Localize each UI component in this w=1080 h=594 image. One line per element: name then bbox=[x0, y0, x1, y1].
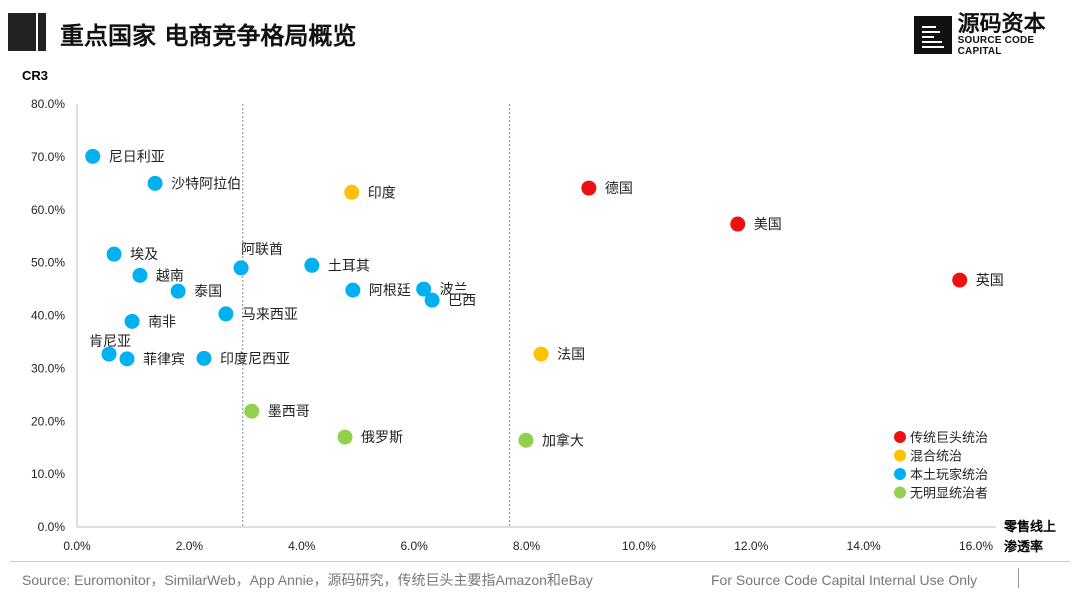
data-point bbox=[132, 267, 148, 283]
data-point bbox=[344, 184, 360, 200]
data-label: 波兰 bbox=[440, 282, 468, 298]
data-point bbox=[345, 282, 361, 298]
logo-cn: 源码资本 bbox=[957, 11, 1046, 37]
internal-use-note: For Source Code Capital Internal Use Onl… bbox=[711, 572, 978, 588]
data-label: 阿联酋 bbox=[241, 241, 283, 258]
data-label: 埃及 bbox=[130, 247, 158, 263]
logo: 源码资本 SOURCE CODE CAPITAL bbox=[914, 13, 1080, 57]
logo-icon bbox=[914, 16, 952, 54]
y-tick-label: 40.0% bbox=[31, 309, 65, 323]
data-label: 越南 bbox=[156, 268, 184, 284]
data-point bbox=[952, 272, 968, 288]
data-label: 巴西 bbox=[448, 293, 476, 309]
data-point bbox=[196, 350, 212, 366]
data-label: 菲律宾 bbox=[143, 352, 185, 368]
data-point bbox=[85, 148, 101, 164]
data-label: 美国 bbox=[754, 217, 782, 233]
x-tick-label: 6.0% bbox=[400, 539, 428, 553]
y-tick-label: 80.0% bbox=[31, 97, 65, 111]
data-point bbox=[124, 313, 140, 329]
legend-label: 无明显统治者 bbox=[910, 487, 988, 502]
data-point bbox=[106, 246, 122, 262]
data-point bbox=[533, 346, 549, 362]
data-point bbox=[101, 346, 117, 362]
x-tick-label: 10.0% bbox=[622, 539, 656, 553]
data-point bbox=[424, 292, 440, 308]
legend-marker bbox=[894, 431, 906, 443]
header-accent-bar bbox=[38, 13, 46, 51]
data-label: 阿根廷 bbox=[369, 283, 411, 299]
y-tick-label: 60.0% bbox=[31, 203, 65, 217]
data-point bbox=[416, 281, 432, 297]
x-tick-label: 8.0% bbox=[513, 539, 541, 553]
legend-label: 传统巨头统治 bbox=[910, 431, 988, 446]
data-point bbox=[518, 432, 534, 448]
y-tick-label: 20.0% bbox=[31, 414, 65, 428]
data-point bbox=[581, 180, 597, 196]
data-point bbox=[170, 283, 186, 299]
x-tick-label: 16.0% bbox=[959, 539, 993, 553]
logo-en: SOURCE CODE CAPITAL bbox=[957, 35, 1035, 57]
data-label: 英国 bbox=[976, 272, 1004, 289]
data-point bbox=[730, 216, 746, 232]
x-tick-label: 14.0% bbox=[847, 539, 881, 553]
data-point bbox=[147, 175, 163, 191]
data-label: 尼日利亚 bbox=[109, 149, 165, 165]
data-point bbox=[244, 403, 260, 419]
y-tick-label: 0.0% bbox=[38, 520, 66, 534]
data-label: 马来西亚 bbox=[242, 307, 298, 323]
y-tick-label: 70.0% bbox=[31, 150, 65, 164]
data-label: 泰国 bbox=[194, 284, 222, 300]
x-tick-label: 0.0% bbox=[63, 539, 91, 553]
data-label: 俄罗斯 bbox=[361, 430, 403, 446]
data-label: 肯尼亚 bbox=[89, 334, 131, 350]
data-point bbox=[337, 429, 353, 445]
x-tick-label: 4.0% bbox=[288, 539, 316, 553]
legend-label: 本土玩家统治 bbox=[910, 467, 988, 483]
data-label: 土耳其 bbox=[328, 258, 370, 274]
y-tick-label: 10.0% bbox=[31, 467, 65, 481]
footer-separator bbox=[1018, 568, 1019, 588]
x-axis-label: 零售线上 渗透率 bbox=[1004, 520, 1057, 555]
data-label: 法国 bbox=[557, 347, 585, 363]
data-label: 沙特阿拉伯 bbox=[171, 176, 241, 192]
data-label: 南非 bbox=[148, 314, 176, 330]
data-label: 加拿大 bbox=[542, 432, 584, 449]
data-point bbox=[233, 260, 249, 276]
data-point bbox=[119, 351, 135, 367]
data-label: 印度 bbox=[368, 185, 396, 201]
data-point bbox=[304, 257, 320, 273]
source-note: Source: Euromonitor，SimilarWeb，App Annie… bbox=[22, 572, 593, 588]
x-tick-label: 12.0% bbox=[734, 539, 768, 553]
legend-marker bbox=[894, 449, 906, 462]
y-axis-label: CR3 bbox=[22, 68, 49, 83]
data-point bbox=[218, 306, 234, 322]
data-label: 印度尼西亚 bbox=[220, 351, 290, 367]
page-title: 重点国家 电商竞争格局概览 bbox=[60, 21, 357, 50]
data-label: 墨西哥 bbox=[268, 404, 310, 420]
legend-marker bbox=[894, 486, 906, 499]
y-tick-label: 30.0% bbox=[31, 361, 65, 375]
header-accent-bar bbox=[8, 13, 36, 51]
x-tick-label: 2.0% bbox=[176, 539, 204, 553]
legend-label: 混合统治 bbox=[910, 450, 962, 465]
footer-divider bbox=[10, 561, 1070, 562]
y-tick-label: 50.0% bbox=[31, 256, 65, 270]
data-label: 德国 bbox=[605, 181, 633, 197]
legend-marker bbox=[894, 468, 906, 480]
